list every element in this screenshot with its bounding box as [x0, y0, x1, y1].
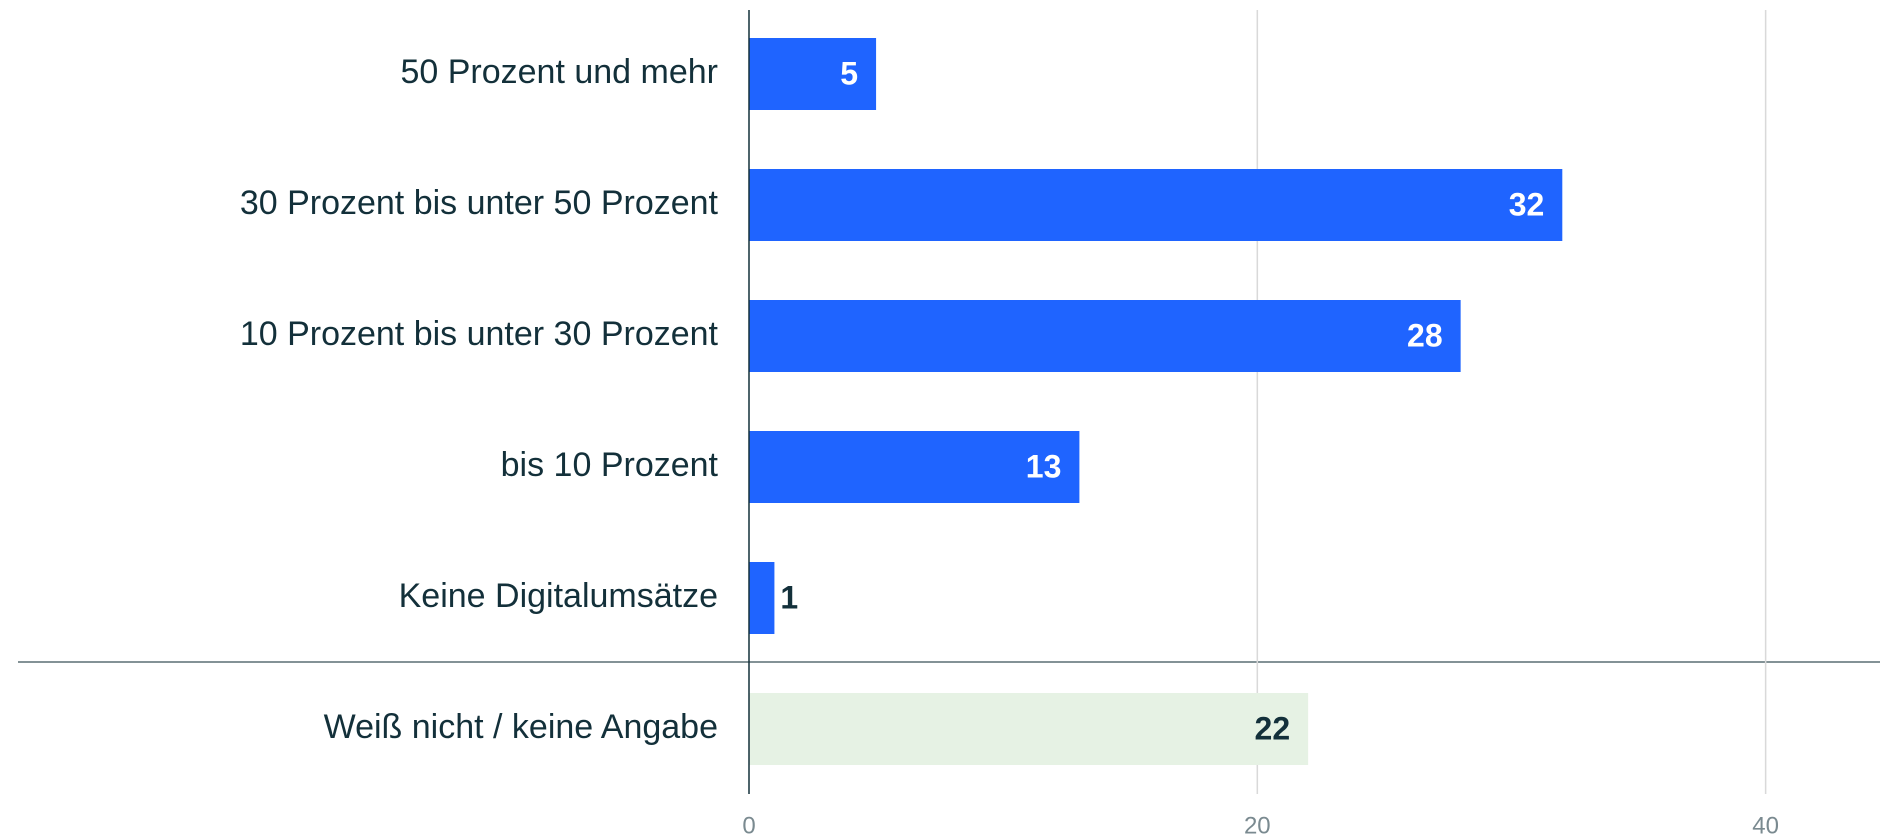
y-tick-label: 10 Prozent bis unter 30 Prozent	[240, 315, 719, 353]
y-tick-label: 30 Prozent bis unter 50 Prozent	[240, 184, 719, 222]
bar	[749, 300, 1461, 372]
bar	[749, 693, 1309, 765]
bar	[749, 38, 877, 110]
x-tick-label: 0	[742, 812, 755, 836]
y-tick-label: 50 Prozent und mehr	[400, 53, 718, 91]
bar	[749, 431, 1080, 503]
bar	[749, 562, 775, 634]
bar	[749, 169, 1563, 241]
y-tick-label: bis 10 Prozent	[501, 446, 719, 484]
value-label: 13	[1026, 448, 1062, 484]
value-label: 32	[1509, 186, 1545, 222]
value-label: 22	[1255, 710, 1291, 746]
value-label: 1	[780, 579, 798, 615]
value-label: 5	[840, 55, 858, 91]
y-tick-label: Keine Digitalumsätze	[399, 577, 718, 615]
x-tick-label: 40	[1752, 812, 1779, 836]
y-tick-label: Weiß nicht / keine Angabe	[324, 708, 718, 746]
x-tick-label: 20	[1244, 812, 1271, 836]
value-label: 28	[1407, 317, 1443, 353]
